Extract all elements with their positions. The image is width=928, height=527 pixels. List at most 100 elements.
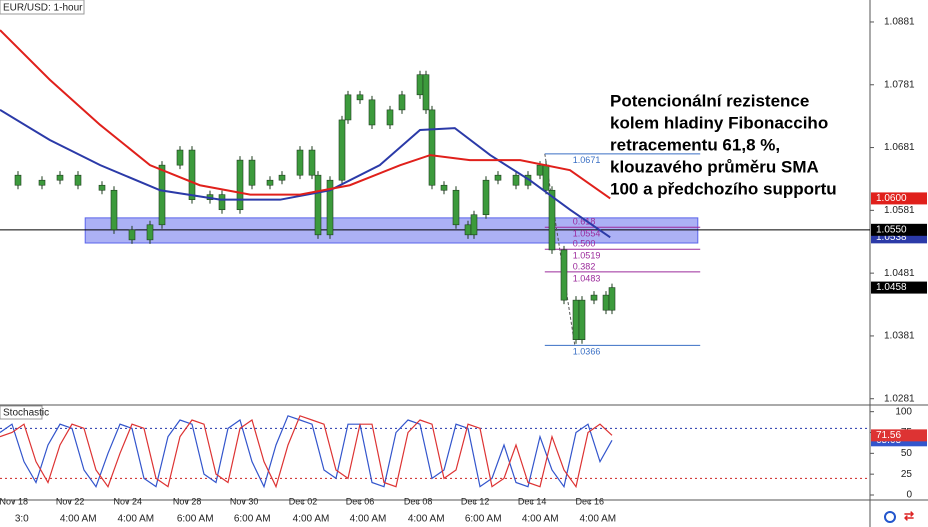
fib-price-label: 1.0519: [573, 251, 601, 261]
x-tick-label: Nov 30: [230, 496, 259, 506]
close-icon[interactable]: ⇄: [904, 509, 914, 523]
candle: [386, 109, 394, 126]
candle: [602, 294, 610, 311]
x-tick-label: Dec 02: [289, 496, 318, 506]
x-time-label: 3:0: [15, 514, 29, 525]
x-tick-label: Dec 06: [346, 496, 375, 506]
candle: [158, 164, 166, 226]
candle: [248, 159, 256, 186]
candle: [560, 249, 568, 301]
x-time-label: 6:00 AM: [177, 514, 214, 525]
x-time-label: 4:00 AM: [60, 514, 97, 525]
fib-ratio-label: 0.618: [573, 217, 596, 227]
level-badge: [871, 223, 927, 236]
fib-price-label: 1.0671: [573, 155, 601, 165]
y-tick-label: 1.0881: [884, 17, 915, 28]
x-tick-label: Nov 24: [114, 496, 143, 506]
price-badge-label: 1.0538: [876, 232, 907, 243]
settings-icon[interactable]: [884, 511, 896, 523]
x-tick-label: Nov 18: [0, 496, 28, 506]
candle: [176, 149, 184, 166]
annotation: Potencionální rezistence: [610, 91, 809, 110]
fib-price-label: 1.0554: [573, 229, 601, 239]
candle: [398, 94, 406, 111]
price-badge: [871, 281, 927, 294]
fib-price-label: 1.0366: [573, 347, 601, 357]
candle: [608, 287, 616, 311]
x-time-label: 4:00 AM: [117, 514, 154, 525]
y-tick-label: 100: [895, 406, 912, 417]
x-tick-label: Dec 12: [461, 496, 490, 506]
candle: [344, 94, 352, 121]
stoch-title-box: [0, 405, 43, 420]
candle: [338, 119, 346, 181]
candle: [548, 189, 556, 251]
x-tick-label: Dec 08: [404, 496, 433, 506]
y-tick-label: 1.0681: [884, 142, 915, 153]
candle: [146, 224, 154, 241]
annotation: kolem hladiny Fibonacciho: [610, 113, 828, 132]
annotation: retracementu 61,8 %,: [610, 135, 780, 154]
candle: [74, 174, 82, 186]
candle: [236, 159, 244, 211]
title-box: [0, 0, 85, 15]
candle: [278, 174, 286, 181]
price-badge-label: 1.0600: [876, 193, 907, 204]
chart-title: EUR/USD: 1-hour: [3, 3, 83, 14]
candle: [14, 174, 22, 186]
candle: [266, 179, 274, 186]
fib-ratio-label: 0.382: [573, 261, 596, 271]
price-badge: [871, 429, 927, 442]
candle: [326, 179, 334, 236]
x-tick-label: Dec 16: [576, 496, 605, 506]
x-tick-label: Nov 22: [56, 496, 85, 506]
candle: [98, 184, 106, 191]
candle: [356, 94, 364, 101]
candle: [38, 179, 46, 186]
candle: [470, 214, 478, 236]
y-tick-label: 1.0581: [884, 205, 915, 216]
candle: [296, 149, 304, 176]
plot: 1.0881 1.0781 1.0681 1.0581 1.0481 1.0381 1.02…: [0, 17, 927, 525]
sma-line: [0, 109, 611, 239]
x-time-label: 4:00 AM: [522, 514, 559, 525]
fib-price-label: 1.0483: [573, 273, 601, 283]
x-time-label: 6:00 AM: [234, 514, 271, 525]
price-badge-label: 71.56: [876, 430, 901, 441]
y-tick-label: 0: [906, 490, 912, 501]
x-time-label: 4:00 AM: [293, 514, 330, 525]
x-tick-label: Dec 14: [518, 496, 547, 506]
candle: [578, 299, 586, 340]
candle: [590, 294, 598, 301]
stoch-line: [0, 415, 613, 489]
sma-line: [0, 29, 611, 200]
level-badge-label: 1.0550: [876, 224, 907, 235]
x-tick-label: Nov 28: [173, 496, 202, 506]
x-time-label: 4:00 AM: [579, 514, 616, 525]
candle: [422, 74, 430, 111]
candle: [464, 224, 472, 236]
annotation: klouzavého průměru SMA: [610, 157, 819, 176]
candle: [218, 194, 226, 211]
x-time-label: 4:00 AM: [350, 514, 387, 525]
y-tick-label: 1.0281: [884, 393, 915, 404]
y-tick-label: 50: [901, 448, 913, 459]
candle: [128, 229, 136, 241]
candle: [482, 179, 490, 216]
candle: [368, 99, 376, 126]
candle: [416, 74, 424, 96]
y-tick-label: 25: [901, 469, 913, 480]
candle: [110, 189, 118, 231]
stoch-title: Stochastic: [3, 408, 49, 419]
candle: [440, 184, 448, 191]
candle: [188, 149, 196, 200]
candle: [542, 164, 550, 191]
resistance-zone: [84, 217, 699, 244]
candle: [512, 174, 520, 186]
candle: [308, 149, 316, 176]
y-tick-label: 1.0481: [884, 268, 915, 279]
candle: [314, 174, 322, 236]
y-tick-label: 1.0781: [884, 79, 915, 90]
y-tick-label: 1.0381: [884, 331, 915, 342]
candle: [428, 109, 436, 186]
